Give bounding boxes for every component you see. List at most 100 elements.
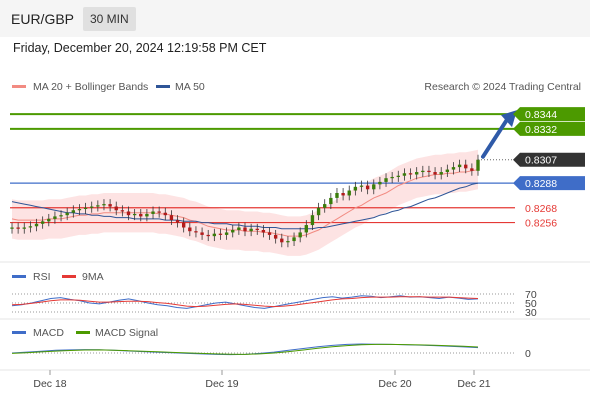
price-badge	[513, 176, 585, 191]
candle-body	[169, 215, 174, 221]
candle-body	[329, 197, 333, 205]
candle-body	[365, 185, 370, 190]
candle-body	[163, 212, 167, 216]
rsi-legend-swatch	[12, 275, 26, 278]
candle-body	[255, 228, 259, 230]
candle-body	[157, 211, 161, 213]
chart-datetime: Friday, December 20, 2024 12:19:58 PM CE…	[13, 41, 267, 55]
macd-signal-line	[11, 343, 479, 355]
candle-body	[347, 190, 351, 196]
candle-body	[126, 211, 131, 216]
candle-body	[316, 207, 321, 216]
candle-body	[390, 176, 394, 179]
candle-body	[292, 237, 296, 242]
ma20-legend-swatch	[12, 85, 26, 88]
candle-body	[476, 159, 480, 171]
candle-body	[433, 172, 437, 175]
candle-body	[16, 227, 20, 229]
price-badge-label: 0.8332	[525, 124, 557, 136]
candle-body	[34, 223, 39, 227]
candle-body	[108, 204, 112, 207]
macd-legend-swatch	[12, 331, 26, 334]
candle-body	[139, 213, 143, 217]
macd-panel: 0	[11, 343, 531, 360]
candle-body	[47, 218, 51, 222]
candle-body	[102, 204, 106, 206]
candle-body	[402, 173, 407, 176]
chart-header: EUR/GBP 30 MIN	[0, 0, 590, 37]
candle-body	[59, 215, 63, 217]
candle-body	[231, 229, 235, 233]
candle-body	[218, 233, 223, 235]
signal-legend-label: MACD Signal	[95, 327, 158, 339]
candle-body	[408, 173, 413, 175]
target-arrowhead	[501, 110, 517, 128]
candle-body	[151, 211, 155, 214]
ma20-legend-label: MA 20 + Bollinger Bands	[33, 81, 148, 93]
candle-body	[457, 164, 462, 168]
price-level-label: 0.8268	[525, 203, 557, 215]
candle-body	[200, 232, 204, 235]
candle-body	[384, 178, 388, 182]
ma50-legend-swatch	[156, 85, 170, 88]
candle-body	[378, 181, 382, 185]
candle-body	[188, 227, 192, 232]
price-badge	[513, 152, 585, 167]
candle-body	[273, 234, 278, 239]
x-tick-label: Dec 18	[33, 378, 66, 390]
candle-body	[212, 233, 217, 237]
candle-body	[341, 192, 345, 196]
candle-body	[77, 209, 82, 211]
x-tick-label: Dec 20	[378, 378, 411, 390]
candle-body	[237, 227, 241, 230]
candle-body	[359, 185, 364, 187]
candle-body	[280, 238, 284, 243]
rsi-line	[11, 295, 479, 309]
candle-body	[427, 170, 431, 173]
candle-body	[323, 204, 327, 208]
candle-body	[71, 210, 76, 213]
candle-body	[372, 184, 376, 190]
macd-legend-label: MACD	[33, 327, 64, 339]
candle-body	[114, 206, 118, 211]
candle-body	[181, 222, 186, 228]
candle-body	[286, 241, 290, 243]
signal-legend-swatch	[76, 331, 90, 334]
candle-body	[310, 215, 315, 226]
candle-body	[224, 232, 229, 235]
rsi-ma-line	[11, 296, 479, 308]
rsi-tick-label: 70	[525, 289, 537, 301]
timeframe-badge[interactable]: 30 MIN	[83, 7, 136, 31]
x-tick-label: Dec 21	[457, 378, 490, 390]
price-level-label: 0.8256	[525, 218, 557, 230]
bollinger-band	[12, 149, 478, 256]
candle-body	[353, 186, 358, 191]
candle-body	[206, 234, 210, 237]
candle-body	[464, 164, 468, 169]
price-badge-label: 0.8344	[525, 109, 557, 121]
candle-body	[40, 221, 45, 224]
candle-body	[120, 210, 125, 212]
x-axis: Dec 18 Dec 19 Dec 20 Dec 21	[33, 370, 491, 390]
candle-body	[96, 205, 100, 207]
candle-body	[249, 228, 253, 232]
candle-body	[145, 213, 149, 217]
price-badge	[513, 107, 585, 122]
candle-body	[421, 170, 425, 173]
candle-body	[396, 175, 400, 177]
price-badge-label: 0.8307	[525, 155, 557, 167]
credit-label: Research © 2024 Trading Central	[424, 81, 581, 93]
candle-body	[53, 216, 57, 219]
rsi-ma-legend-label: 9MA	[82, 271, 104, 283]
rsi-tick-label: 50	[525, 298, 537, 310]
rsi-tick-label: 30	[525, 307, 537, 319]
candle-body	[175, 220, 180, 223]
macd-tick-label: 0	[525, 348, 531, 360]
price-panel: 0.8344 0.8332 0.8307 0.8288 0.8268 0.8256	[10, 107, 585, 256]
candle-body	[298, 232, 302, 238]
candle-body	[22, 227, 26, 229]
candle-body	[304, 225, 309, 233]
candle-body	[267, 232, 272, 235]
